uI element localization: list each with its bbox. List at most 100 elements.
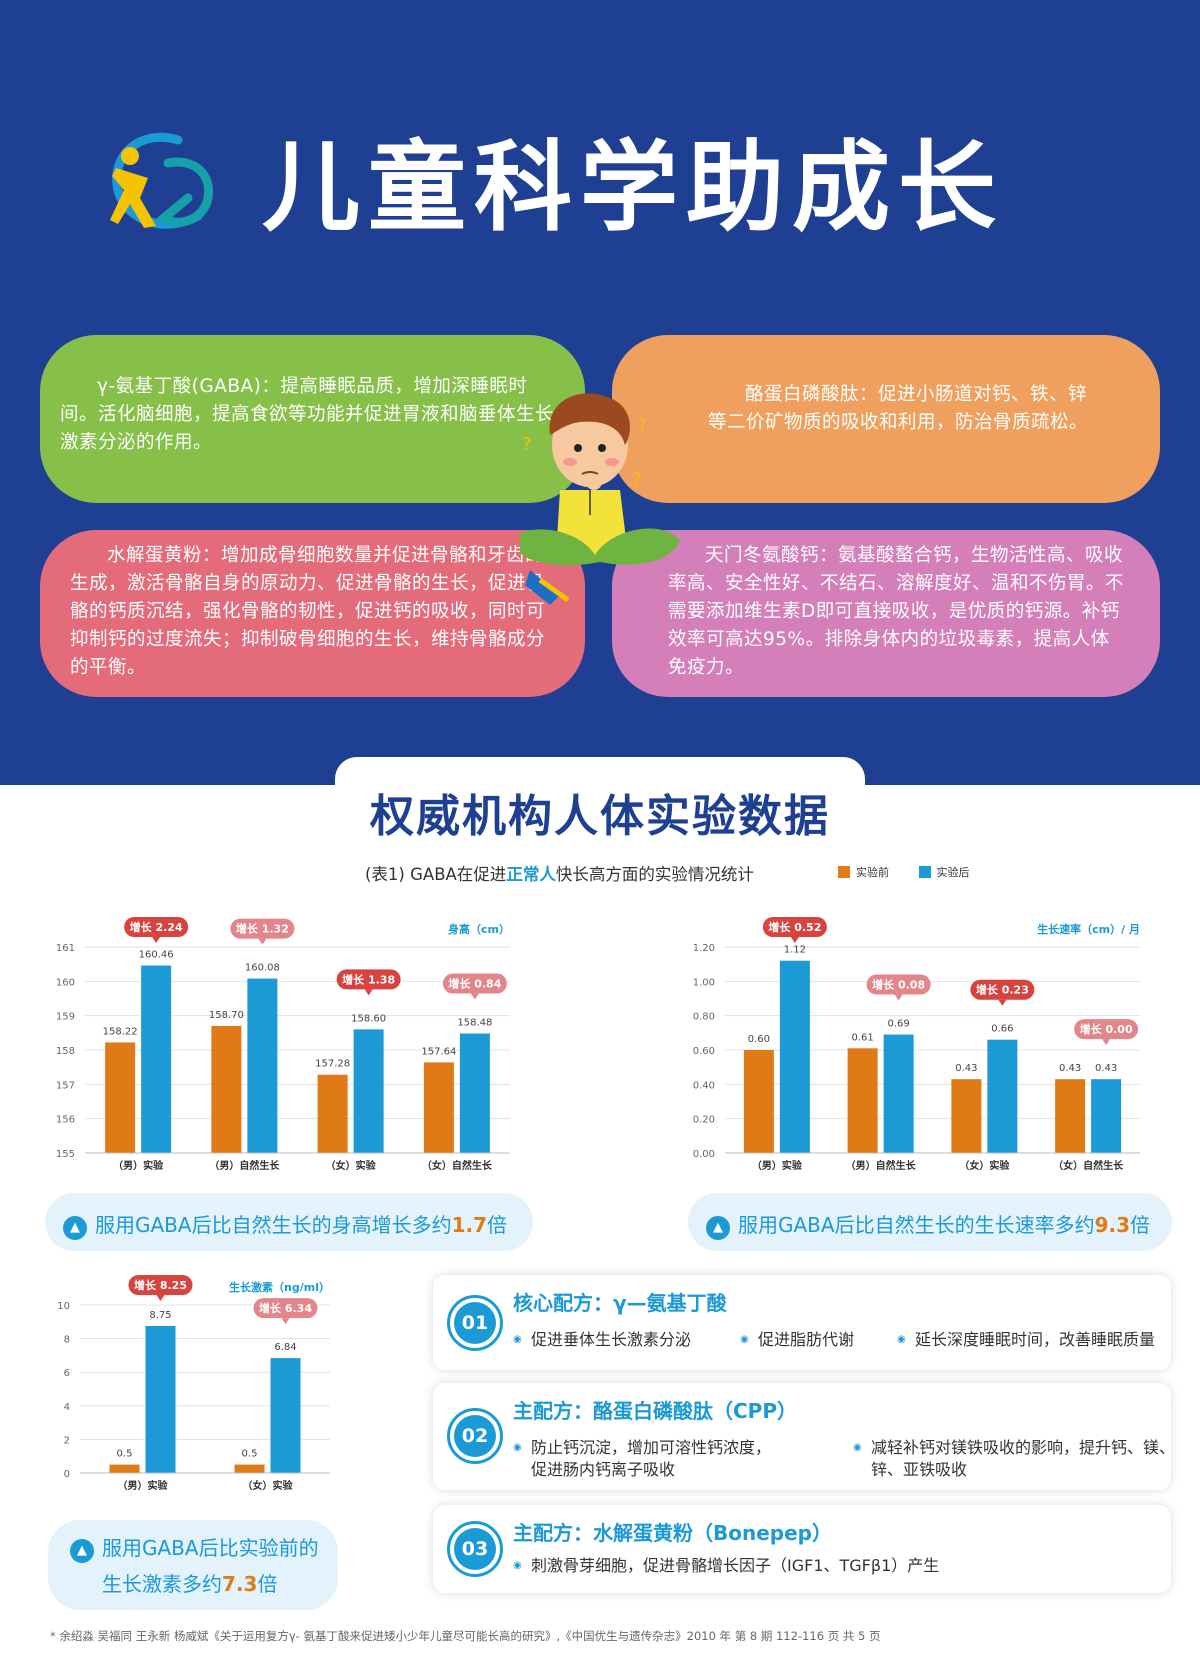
value-label-after: 160.08	[245, 963, 280, 974]
bar-after	[1091, 1079, 1122, 1153]
growth-badge-pointer	[470, 993, 479, 1000]
growth-badge-pointer	[998, 999, 1007, 1006]
y-tick-label: 157	[56, 1080, 75, 1091]
bonepep-bubble: 水解蛋黄粉：增加成骨细胞数量并促进骨骼和牙齿的生成，激活骨骼自身的原动力、促进骨…	[40, 530, 585, 697]
caption-prefix: (表1) GABA在促进	[365, 865, 507, 884]
y-tick-label: 156	[56, 1115, 75, 1126]
cpp-bubble: 酪蛋白磷酸肽：促进小肠道对钙、铁、锌等二价矿物质的吸收和利用，防治骨质疏松。	[612, 335, 1160, 503]
y-tick-label: 161	[56, 943, 75, 954]
bar-before	[847, 1048, 878, 1153]
thinking-child-illustration: ? ? ?	[520, 393, 680, 605]
summary3-suffix: 倍	[257, 1572, 278, 1596]
bar-after	[270, 1358, 301, 1473]
bar-after	[141, 965, 172, 1153]
y-tick-label: 6	[64, 1368, 70, 1379]
value-label-before: 0.5	[242, 1449, 258, 1460]
formula-card-3: 03 主配方：水解蛋黄粉（Bonepep） 刺激骨芽细胞，促进骨骼增长因子（IG…	[433, 1505, 1171, 1593]
formula-card-1: 01 核心配方：γ—氨基丁酸 促进垂体生长激素分泌 促进脂肪代谢 延长深度睡眠时…	[433, 1275, 1171, 1370]
summary1-number: 1.7	[451, 1213, 488, 1237]
bar-after	[459, 1033, 490, 1153]
growth-badge	[336, 969, 401, 990]
badge-number: 01	[454, 1302, 496, 1344]
value-label-after: 0.69	[887, 1019, 909, 1030]
caption-highlight: 正常人	[506, 865, 556, 884]
y-tick-label: 10	[57, 1301, 70, 1312]
y-tick-label: 1.00	[693, 977, 715, 988]
growth-badge-pointer	[281, 1318, 290, 1325]
growth-badge	[970, 979, 1035, 1000]
x-tick-label: （女）实验	[326, 1159, 377, 1172]
x-tick-label: （男）实验	[752, 1159, 803, 1172]
unit-label: 生长速率（cm）/ 月	[1037, 922, 1140, 936]
formula-point: 刺激骨芽细胞，促进骨骼增长因子（IGF1、TGFβ1）产生	[513, 1555, 939, 1577]
badge-number: 02	[454, 1415, 496, 1457]
growth-label: 增长 2.24	[130, 920, 183, 934]
growth-badge-pointer	[156, 1295, 165, 1301]
summary2-suffix: 倍	[1130, 1213, 1151, 1237]
unit-label: 生长激素（ng/ml）	[229, 1280, 330, 1294]
growth-rate-chart: 1.20 1.00 0.80 0.60 0.40 0.20 0.00 生长速率（cm）/ 月 0…	[693, 917, 1140, 1172]
summary2-text: 服用GABA后比自然生长的生长速率多约	[738, 1213, 1095, 1237]
growth-badge	[866, 974, 931, 995]
x-tick-label: （男）自然生长	[209, 1159, 280, 1172]
y-tick-label: 0.40	[693, 1080, 715, 1091]
growth-label: 增长 0.08	[872, 978, 925, 992]
formula-title: 主配方：酪蛋白磷酸肽（CPP）	[513, 1399, 797, 1423]
up-arrow-icon: ▲	[70, 1539, 94, 1563]
formula-point-continued: 锌、亚铁吸收	[871, 1460, 968, 1479]
formula-point: 促进垂体生长激素分泌	[513, 1329, 691, 1351]
x-tick-label: （男）实验	[118, 1479, 169, 1492]
x-tick-label: （男）实验	[113, 1159, 164, 1172]
value-label-before: 0.43	[1059, 1063, 1081, 1074]
section-tab	[335, 757, 865, 837]
number-badge: 02	[447, 1408, 503, 1464]
y-tick-label: 1.20	[693, 943, 715, 954]
svg-text:?: ?	[638, 415, 647, 434]
y-tick-label: 8	[64, 1335, 70, 1346]
summary3-number: 7.3	[222, 1572, 258, 1596]
growth-badge-pointer	[1102, 1039, 1111, 1046]
value-label-after: 0.66	[991, 1024, 1013, 1035]
growth-label: 增长 0.23	[976, 983, 1029, 997]
formula-point: 减轻补钙对镁铁吸收的影响，提升钙、镁、	[853, 1437, 1175, 1459]
value-label-before: 0.60	[748, 1034, 770, 1045]
y-tick-label: 158	[56, 1046, 75, 1057]
header-banner: 儿童科学助成长 γ-氨基丁酸(GABA)：提高睡眠品质，增加深睡眠时间。活化脑细…	[0, 0, 1200, 785]
cpp-text: 酪蛋白磷酸肽：促进小肠道对钙、铁、锌等二价矿物质的吸收和利用，防治骨质疏松。	[708, 384, 1089, 433]
x-tick-label: （女）自然生长	[1053, 1159, 1124, 1172]
y-tick-label: 155	[56, 1149, 75, 1160]
growth-label: 增长 1.32	[236, 922, 289, 936]
formula-point-continued: 促进肠内钙离子吸收	[531, 1460, 676, 1479]
bar-before	[317, 1074, 348, 1153]
growth-label: 增长 1.38	[342, 972, 395, 986]
svg-text:?: ?	[632, 469, 642, 490]
number-badge: 03	[447, 1521, 503, 1577]
growth-label: 增长 0.84	[448, 977, 501, 991]
bar-before	[743, 1050, 774, 1153]
number-badge: 01	[447, 1295, 503, 1351]
unit-label: 身高（cm）	[448, 922, 510, 936]
formula-title: 主配方：水解蛋黄粉（Bonepep）	[513, 1521, 832, 1545]
value-label-before: 157.64	[421, 1046, 456, 1057]
bar-before	[1055, 1079, 1086, 1153]
bar-before	[951, 1079, 982, 1153]
growth-badge	[124, 917, 189, 937]
bar-after	[987, 1039, 1018, 1153]
height-chart: 161 160 159 158 157 156 155 身高（cm） 158.22 160.46 （…	[56, 917, 510, 1172]
jumping-child-logo-icon	[110, 132, 213, 229]
badge-number: 03	[454, 1528, 496, 1570]
growth-badge	[1074, 1019, 1139, 1040]
value-label-before: 157.28	[315, 1059, 350, 1070]
summary1-text: 服用GABA后比自然生长的身高增长多约	[95, 1213, 452, 1237]
height-summary-pill: ▲ 服用GABA后比自然生长的身高增长多约1.7倍	[45, 1193, 533, 1251]
growth-label: 增长 8.25	[134, 1278, 187, 1292]
bar-before	[211, 1025, 242, 1153]
x-tick-label: （女）实验	[243, 1479, 294, 1492]
growth-badge	[253, 1298, 318, 1319]
footnote: * 余绍淼 吴福同 王永新 杨威斌《关于运用复方γ- 氨基丁酸来促进矮小少年儿童…	[50, 1629, 881, 1643]
formula-card-2: 02 主配方：酪蛋白磷酸肽（CPP） 防止钙沉淀，增加可溶性钙浓度， 促进肠内钙…	[433, 1383, 1175, 1490]
bar-after	[145, 1326, 176, 1473]
value-label-after: 8.75	[149, 1310, 171, 1321]
value-label-after: 158.60	[351, 1013, 386, 1024]
summary2-number: 9.3	[1094, 1213, 1131, 1237]
